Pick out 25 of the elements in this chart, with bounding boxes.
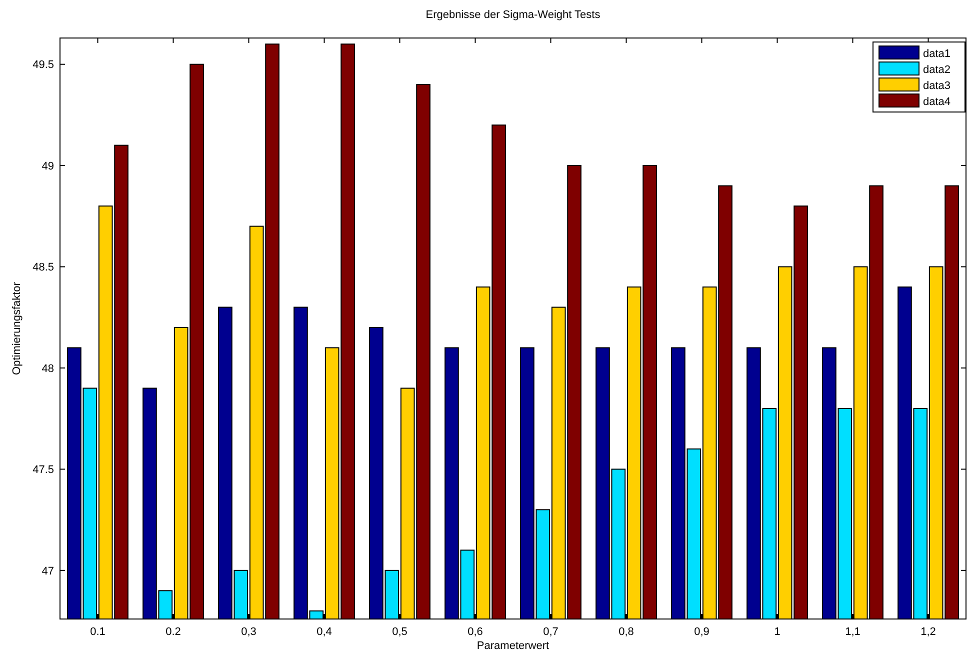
legend-label: data2 [923,64,951,76]
y-tick-label: 47 [42,565,54,578]
x-tick-label: 0,6 [468,626,483,638]
y-tick-label: 49.5 [32,59,54,72]
x-tick-label: 0.1 [90,626,106,638]
x-tick-label: 0,5 [392,626,408,638]
x-tick-label: 0,8 [618,626,634,638]
y-axis-title: Optimierungsfaktor [11,282,23,375]
y-tick-label: 47.5 [32,464,54,476]
x-tick-label: 0,4 [316,626,332,638]
x-tick-label: 0,9 [694,626,710,638]
legend-label: data1 [923,48,951,60]
chart-title: Ergebnisse der Sigma-Weight Tests [426,9,601,21]
x-axis-title: Parameterwert [476,640,550,652]
x-tick-label: 0.2 [166,626,181,638]
x-tick-label: 1 [774,626,780,638]
legend-label: data4 [923,96,951,108]
y-tick-label: 48 [42,362,54,375]
x-tick-label: 0,7 [543,626,558,638]
y-tick-label: 49 [42,160,54,172]
x-tick-label: 1,1 [845,626,860,638]
x-tick-label: 0,3 [241,626,256,638]
y-tick-label: 48.5 [32,262,54,274]
legend-label: data3 [923,80,951,92]
x-tick-label: 1,2 [920,626,936,638]
